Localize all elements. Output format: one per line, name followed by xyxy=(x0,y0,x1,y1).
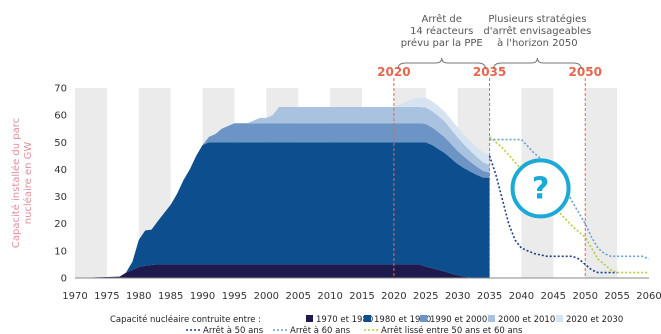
annotation-text-0: prévu par la PPE xyxy=(401,37,483,49)
grid-band xyxy=(75,88,107,278)
y-tick-label: 40 xyxy=(54,165,67,176)
scenario-line-2 xyxy=(489,136,649,274)
x-tick-label: 2040 xyxy=(509,291,534,302)
legend-line-label-1: Arrêt à 60 ans xyxy=(290,325,351,334)
legend-swatch-3 xyxy=(488,315,495,322)
y-tick-label: 30 xyxy=(54,192,67,203)
x-tick-label: 2045 xyxy=(541,291,566,302)
grid-band xyxy=(585,88,618,278)
milestone-label-2050: 2050 xyxy=(569,65,602,79)
x-tick-label: 2005 xyxy=(285,291,310,302)
y-axis-label-line-2: nucléaire en GW xyxy=(22,142,34,225)
x-tick-label: 2010 xyxy=(317,291,342,302)
milestone-lines: 2020 2035 2050 xyxy=(377,65,602,278)
x-tick-label: 1980 xyxy=(126,291,151,302)
x-tick-label: 1975 xyxy=(94,291,119,302)
milestone-label-2035: 2035 xyxy=(473,65,506,79)
x-tick-label: 2025 xyxy=(413,291,438,302)
area-series-0 xyxy=(75,264,490,278)
annotation-text-1: d'arrêt envisageables xyxy=(483,25,591,37)
y-tick-label: 20 xyxy=(54,219,67,230)
annotation-brace-1 xyxy=(493,57,582,70)
question-mark: ? xyxy=(532,171,549,206)
x-tick-label: 2035 xyxy=(477,291,502,302)
legend-label-0: 1970 et 1980 xyxy=(316,315,373,325)
legend-swatch-1 xyxy=(364,315,371,322)
x-tick-label: 2055 xyxy=(604,291,629,302)
stacked-areas xyxy=(75,97,490,279)
milestone-label-2020: 2020 xyxy=(377,65,410,79)
question-circle xyxy=(510,158,571,219)
x-tick-label: 2000 xyxy=(254,291,279,302)
x-tick-label: 1995 xyxy=(222,291,247,302)
area-series-1 xyxy=(75,142,490,278)
x-tick-label: 2030 xyxy=(445,291,470,302)
legend-label-3: 2000 et 2010 xyxy=(498,315,555,325)
annotation-text-1: à l'horizon 2050 xyxy=(497,37,578,49)
annotation-text-0: Arrêt de xyxy=(422,13,462,25)
x-tick-label: 2050 xyxy=(572,291,597,302)
y-tick-label: 10 xyxy=(54,246,67,257)
x-tick-label: 2060 xyxy=(636,291,661,302)
legend: Capacité nucléaire contruite entre : 1970… xyxy=(110,314,623,334)
annotation-brace-0 xyxy=(397,57,487,70)
y-tick-label: 70 xyxy=(54,84,67,95)
y-tick-label: 50 xyxy=(54,138,67,149)
y-tick-label: 0 xyxy=(61,274,67,285)
legend-label-2: 1990 et 2000 xyxy=(430,315,487,325)
scenario-line-0 xyxy=(488,155,618,274)
x-tick-label: 1985 xyxy=(158,291,183,302)
annotation-text-0: 14 réacteurs xyxy=(410,25,473,37)
legend-swatch-2 xyxy=(420,315,427,322)
y-axis-label-line-1: Capacité installée du parc xyxy=(10,118,22,248)
y-tick-label: 60 xyxy=(54,111,67,122)
legend-swatch-0 xyxy=(306,315,313,322)
x-tick-label: 2020 xyxy=(381,291,406,302)
legend-line-label-2: Arrêt lissé entre 50 ans et 60 ans xyxy=(381,325,523,334)
x-tick-label: 1970 xyxy=(62,291,87,302)
question-marker: ? xyxy=(510,158,571,219)
legend-swatch-4 xyxy=(556,315,563,322)
scenario-lines xyxy=(488,136,650,274)
x-tick-label: 1990 xyxy=(190,291,215,302)
x-tick-label: 2015 xyxy=(349,291,374,302)
legend-title: Capacité nucléaire contruite entre : xyxy=(110,314,261,325)
annotation-text-1: Plusieurs stratégies xyxy=(488,13,586,25)
legend-label-1: 1980 et 1990 xyxy=(374,315,431,325)
legend-line-label-0: Arrêt à 50 ans xyxy=(203,325,264,334)
legend-label-4: 2020 et 2030 xyxy=(566,315,623,325)
